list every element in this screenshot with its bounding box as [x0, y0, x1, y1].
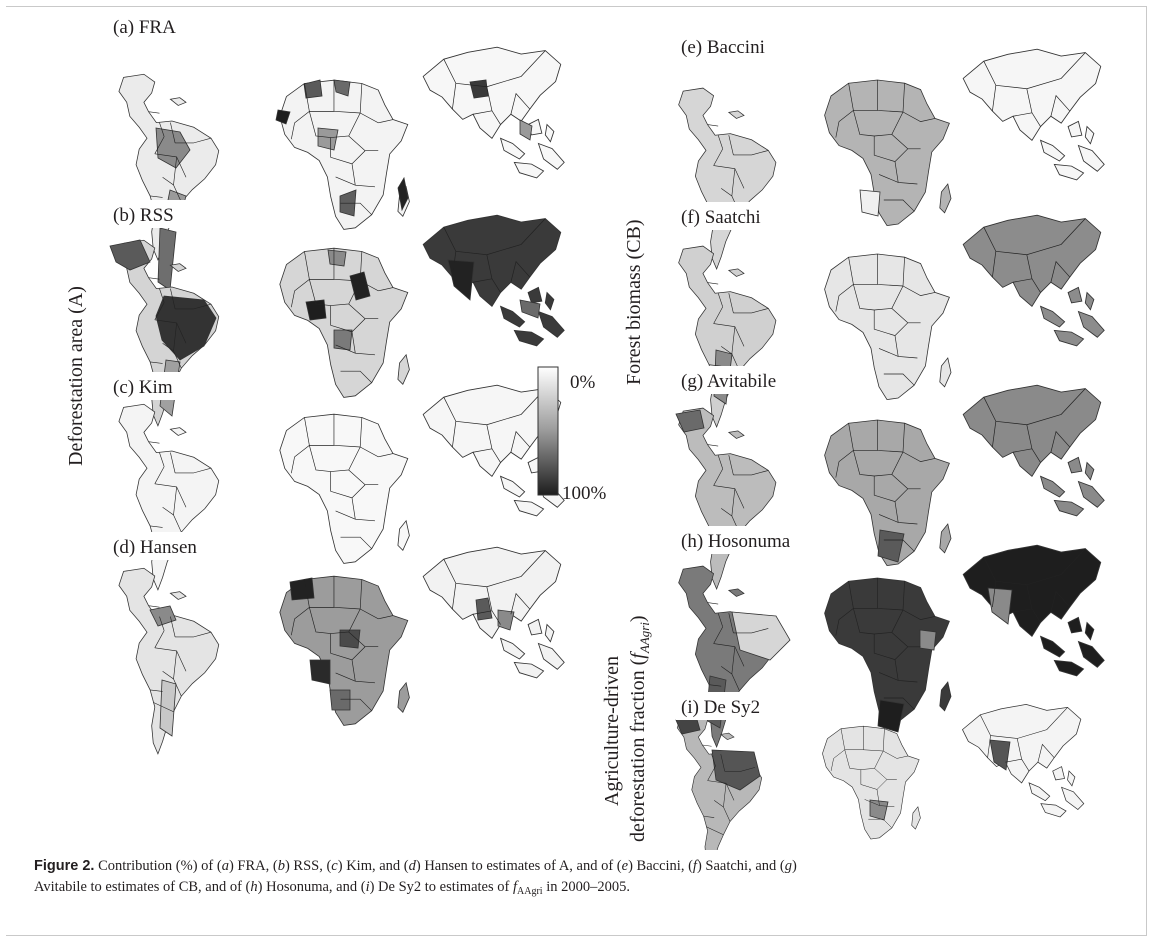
group-label-deforestation-fraction: deforestation fraction (fAAgri)	[627, 615, 652, 842]
figure-map-panels: (a) FRA (b) RSS (c) Kim (d) Hansen (e) B…	[65, 17, 1105, 850]
figure-caption: Figure 2. Contribution (%) of (a) FRA, (…	[34, 858, 797, 897]
colorbar-min-label: 0%	[570, 372, 596, 393]
group-label-deforestation-area: Deforestation area (A)	[65, 286, 87, 466]
figure-number: Figure 2.	[34, 858, 95, 874]
panel-label-h: (h) Hosonuma	[681, 531, 791, 552]
panel-a	[118, 46, 565, 291]
colorbar-max-label: 100%	[562, 483, 607, 504]
panel-label-f: (f) Saatchi	[681, 207, 761, 228]
group-label-agriculture-driven: Agriculture-driven	[601, 656, 623, 806]
panel-label-c: (c) Kim	[113, 377, 173, 398]
panel-e	[678, 48, 1105, 270]
panel-label-d: (d) Hansen	[113, 537, 197, 558]
colorbar: 0% 100%	[537, 366, 607, 504]
panel-d	[118, 546, 565, 755]
panel-label-a: (a) FRA	[113, 17, 176, 38]
panel-i	[675, 704, 1085, 850]
panel-b	[109, 214, 565, 427]
panel-label-i: (i) De Sy2	[681, 697, 760, 718]
panel-label-b: (b) RSS	[113, 205, 174, 226]
figure-frame	[6, 6, 1147, 936]
panel-g	[675, 384, 1105, 590]
group-label-forest-biomass: Forest biomass (CB)	[623, 219, 645, 385]
panel-label-e: (e) Baccini	[681, 37, 765, 58]
panel-label-g: (g) Avitabile	[681, 371, 776, 392]
